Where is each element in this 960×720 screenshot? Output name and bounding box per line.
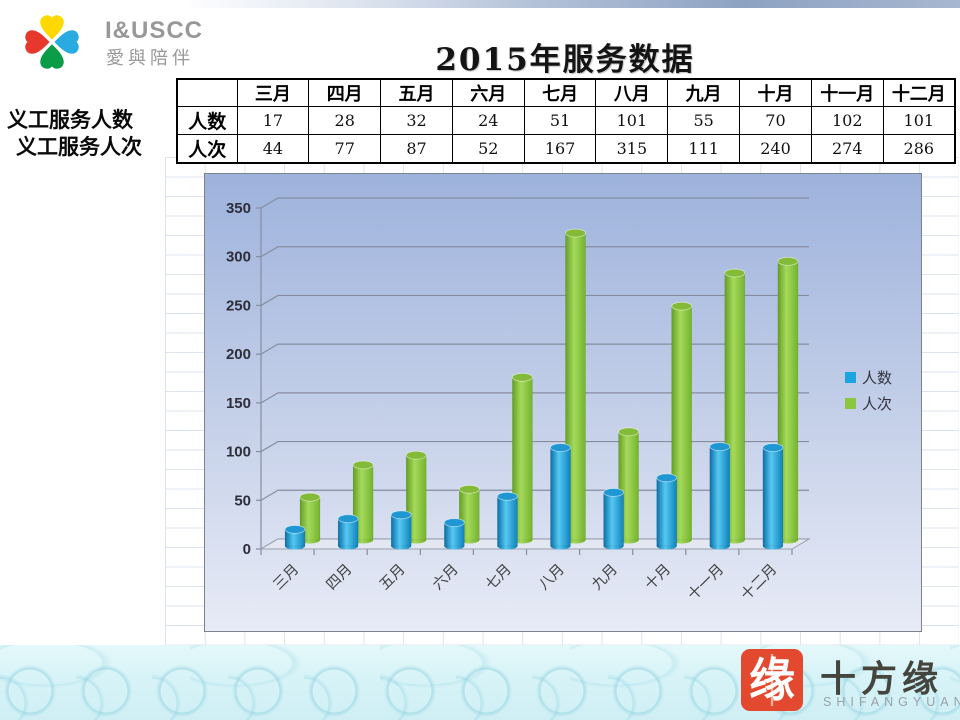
table-corner-cell (176, 78, 238, 107)
page-title: 2015年服务数据 (435, 42, 695, 78)
table-value-cell: 102 (810, 106, 884, 135)
table-month-header: 三月 (236, 78, 310, 107)
bar-series-人数 (284, 442, 784, 550)
table-value-cell: 70 (739, 106, 812, 135)
y-tick-label: 200 (226, 346, 251, 363)
table-value-cell: 28 (308, 106, 382, 135)
chart-background (205, 174, 921, 631)
svg-text:缘: 缘 (749, 653, 795, 707)
table-month-header: 五月 (380, 78, 453, 107)
table-value-cell: 240 (739, 134, 812, 164)
legend-label: 人次 (862, 395, 892, 413)
table-value-cell: 111 (667, 134, 741, 164)
table-month-header: 十二月 (882, 78, 956, 107)
data-table: 三月 四月 五月 六月 七月 八月 九月 十月 十一月 十二月 人数 17 28 32 24 51 101 55 7… (176, 78, 956, 164)
y-tick-label: 100 (226, 444, 251, 461)
table-value-cell: 52 (451, 134, 525, 164)
table-month-header: 十月 (739, 78, 812, 107)
table-value-cell: 17 (236, 106, 310, 135)
y-tick-label: 150 (226, 395, 251, 412)
org-name-cn: 愛與陪伴 (106, 48, 194, 69)
table-row: 人数 17 28 32 24 51 101 55 70 102 101 (176, 106, 956, 135)
y-tick-label: 250 (226, 297, 251, 314)
y-tick-label: 0 (243, 541, 251, 558)
bar-七月-人数 (497, 496, 518, 547)
table-month-header: 九月 (667, 78, 741, 107)
brand-name-cn: 十方缘 (820, 658, 944, 700)
table-month-header: 十一月 (810, 78, 884, 107)
table-month-header: 八月 (595, 78, 669, 107)
y-tick-label: 350 (226, 200, 251, 217)
brand-name-en: SHIFANGYUAN (823, 695, 960, 709)
seal-icon: 缘 (741, 649, 803, 711)
table-value-cell: 167 (523, 134, 597, 164)
table-value-cell: 87 (380, 134, 453, 164)
clover-petal-left (25, 30, 50, 54)
y-axis-labels: 0 50 100 150 200 250 300 350 (226, 200, 251, 558)
table-month-header: 七月 (523, 78, 597, 107)
table-value-cell: 32 (380, 106, 453, 135)
clover-petal-top (40, 15, 64, 40)
table-month-header: 四月 (308, 78, 382, 107)
legend-swatch-人次 (845, 398, 856, 409)
bar-十一月-人数 (709, 446, 731, 547)
caption-volunteer-count: 义工服务人数 (7, 107, 133, 132)
table-value-cell: 315 (595, 134, 669, 164)
table-month-header: 六月 (451, 78, 525, 107)
legend-label: 人数 (862, 369, 892, 387)
top-gradient-band (190, 0, 960, 8)
table-value-cell: 51 (523, 106, 597, 135)
table-value-cell: 101 (882, 106, 956, 135)
y-tick-label: 300 (226, 249, 251, 266)
table-row: 人次 44 77 87 52 167 315 111 240 274 286 (176, 134, 956, 164)
table-value-cell: 274 (810, 134, 884, 164)
table-value-cell: 77 (308, 134, 382, 164)
table-value-cell: 44 (236, 134, 310, 164)
table-row-label: 人次 (176, 134, 238, 164)
table-row-label: 人数 (176, 106, 238, 135)
clover-petal-bottom (40, 44, 64, 69)
bar-十二月-人数 (762, 447, 784, 547)
footer-brand-logo: 缘 十方缘 SHIFANGYUAN (740, 648, 960, 716)
org-logo: I&USCC 愛與陪伴 (17, 5, 267, 75)
org-name-latin: I&USCC (105, 17, 204, 44)
y-tick-label: 50 (234, 492, 251, 509)
clover-petal-right (54, 30, 79, 54)
bar-chart: 0 50 100 150 200 250 300 350 三月 四月 五月 六月 七月 八月 九月 十月 十一月… (204, 173, 922, 632)
x-axis-ticks (260, 549, 793, 555)
table-value-cell: 101 (595, 106, 669, 135)
clover-logo-icon (25, 15, 79, 69)
service-data-table: 三月 四月 五月 六月 七月 八月 九月 十月 十一月 十二月 人数 17 28 32 24 51 101 55 7… (176, 78, 956, 164)
bar-十月-人数 (656, 477, 677, 547)
table-value-cell: 55 (667, 106, 741, 135)
bar-八月-人数 (550, 447, 571, 547)
table-value-cell: 286 (882, 134, 956, 164)
bar-九月-人数 (603, 492, 624, 547)
bar-五月-人数 (390, 514, 412, 547)
table-value-cell: 24 (451, 106, 525, 135)
legend-swatch-人数 (845, 372, 856, 383)
caption-service-times: 义工服务人次 (16, 134, 142, 159)
